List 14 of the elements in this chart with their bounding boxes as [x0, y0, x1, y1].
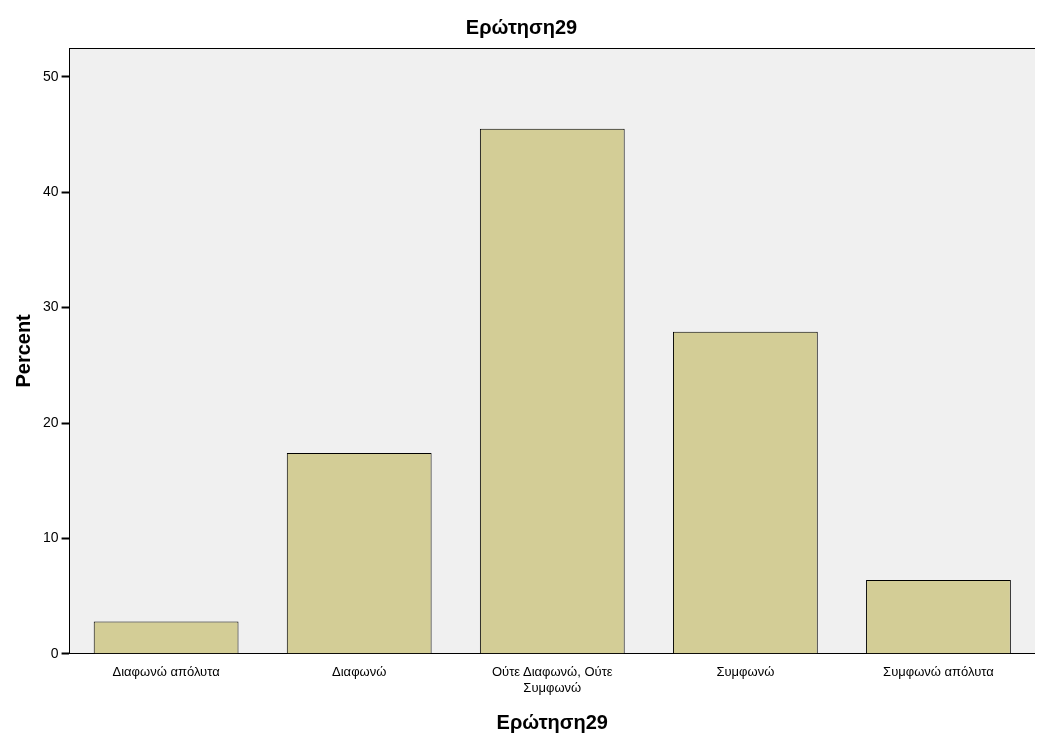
- y-tick-label: 0: [50, 644, 59, 661]
- y-tick-label: 50: [42, 67, 59, 84]
- y-tick-label: 40: [42, 183, 59, 200]
- y-tick-label: 20: [42, 413, 59, 430]
- x-tick-label: Διαφωνώ απόλυτα: [112, 664, 221, 680]
- x-tick-label: Συμφωνώ απόλυτα: [883, 664, 995, 680]
- x-tick-label: Συμφωνώ: [716, 664, 775, 680]
- y-tick-label: 10: [42, 529, 59, 546]
- y-tick-label: 30: [42, 298, 59, 315]
- x-tick-label: Διαφωνώ: [332, 664, 387, 680]
- x-tick-label: Ούτε Διαφωνώ, Ούτε Συμφωνώ: [491, 664, 613, 695]
- x-axis-title: Ερώτηση29: [496, 710, 608, 733]
- y-axis-title: Percent: [11, 313, 34, 388]
- chart-title: Ερώτηση29: [465, 15, 578, 38]
